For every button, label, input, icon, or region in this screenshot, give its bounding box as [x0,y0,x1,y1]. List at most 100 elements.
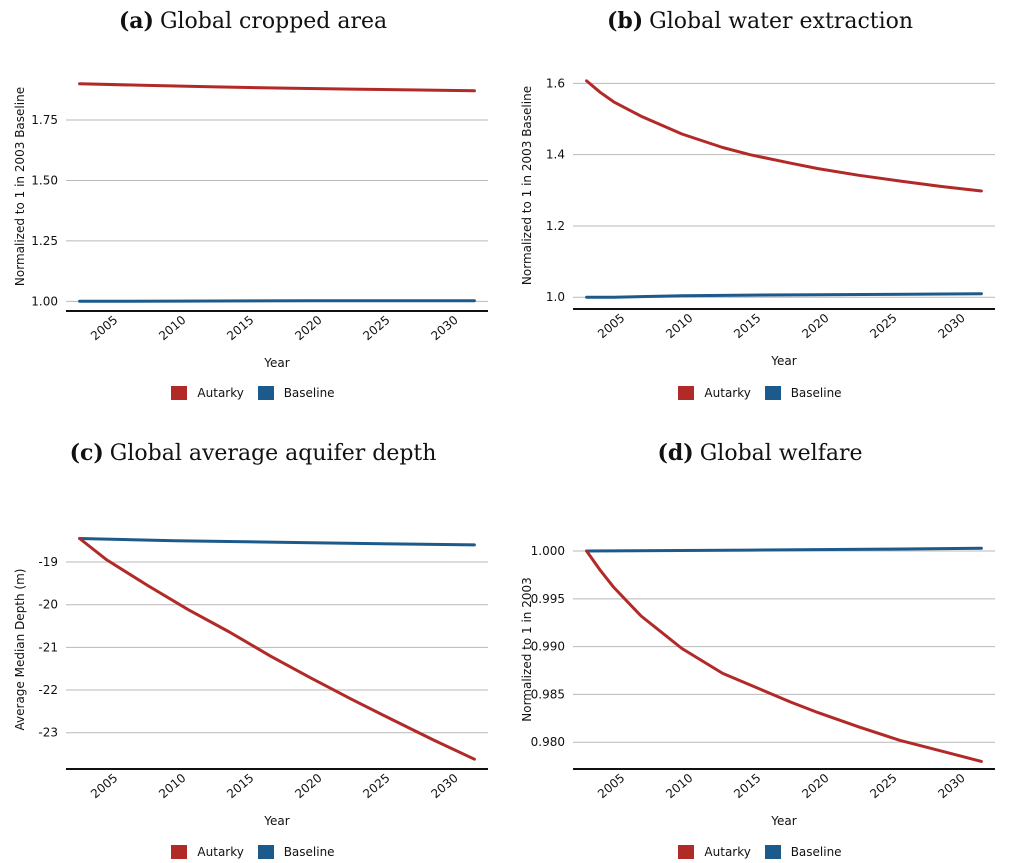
y-tick-label: 1.00 [31,294,58,308]
y-tick-label: 1.6 [546,76,565,90]
y-tick-label: -21 [38,640,58,654]
legend-label-baseline: Baseline [790,386,842,400]
x-tick-label: 2015 [731,771,763,801]
legend-swatch-baseline [764,386,781,400]
series-line-autarky [78,537,476,761]
x-axis-label: Year [770,354,796,368]
panel-label-a: (a) [118,8,154,34]
x-tick-label: 2025 [867,311,899,341]
x-tick-label: 2010 [156,313,188,343]
chart-panel-b: (b) Global water extraction 1.0 1.2 1.4 1.6 2… [507,0,1013,431]
x-tick-label: 2010 [156,771,188,801]
x-tick-label: 2015 [224,771,256,801]
legend-swatch-baseline [764,845,781,859]
legend-swatch-autarky [678,845,695,859]
x-tick-label: 2015 [731,311,763,341]
y-axis-label: Normalized to 1 in 2003 [520,577,534,721]
x-tick-label: 2020 [292,313,324,343]
legend-item-autarky: Autarky [171,845,244,859]
x-tick-label: 2005 [88,771,120,801]
x-tick-label: 2030 [935,771,967,801]
legend-label-autarky: Autarky [704,386,751,400]
y-axis-label: Normalized to 1 in 2003 Baseline [520,86,534,285]
y-tick-label: 1.25 [31,234,58,248]
y-tick-label: 1.4 [546,148,565,162]
legend-swatch-autarky [171,845,188,859]
legend-swatch-baseline [257,386,274,400]
panel-label-d: (d) [657,440,694,466]
y-tick-label: 1.75 [31,113,58,127]
legend-label-autarky: Autarky [197,386,244,400]
x-tick-label: 2025 [360,313,392,343]
y-tick-label: -22 [38,683,58,697]
y-tick-label: 0.980 [531,735,565,749]
plot-c: -19 -20 -21 -22 -23 2005 2010 2015 2020 2025 2030 Y… [13,537,488,828]
panel-title-d: (d) Global welfare [507,440,1013,466]
x-tick-label: 2010 [663,771,695,801]
x-tick-label: 2020 [799,771,831,801]
panel-title-a: (a) Global cropped area [0,8,506,34]
legend-item-baseline: Baseline [257,386,335,400]
x-tick-label: 2025 [867,771,899,801]
x-axis-label: Year [263,814,289,828]
legend-swatch-baseline [257,845,274,859]
legend-label-baseline: Baseline [283,386,335,400]
legend-swatch-autarky [678,386,695,400]
plot-d: 1.000 0.995 0.990 0.985 0.980 2005 2010 2015 202… [520,544,995,828]
series-line-autarky [585,549,983,763]
x-tick-label: 2005 [595,771,627,801]
panel-title-c: (c) Global average aquifer depth [0,440,506,466]
y-tick-label: -19 [38,555,58,569]
x-tick-label: 2020 [292,771,324,801]
series-line-autarky [585,79,983,193]
plot-a: 1.00 1.25 1.50 1.75 2005 2010 2015 2020 2025 2030… [13,82,488,370]
x-tick-label: 2005 [88,313,120,343]
y-tick-label: 1.50 [31,173,58,187]
panel-label-c: (c) [69,440,104,466]
legend-item-baseline: Baseline [257,845,335,859]
panel-title-b: (b) Global water extraction [507,8,1013,34]
chart-panel-a: (a) Global cropped area 1.00 1.25 1.50 1.75 2… [0,0,506,431]
panel-title-text-b: Global water extraction [649,9,914,34]
x-tick-label: 2030 [935,311,967,341]
series-line-baseline [585,292,983,299]
x-tick-label: 2005 [595,311,627,341]
panel-label-b: (b) [606,8,644,34]
y-tick-label: 1.0 [546,290,565,304]
x-axis-label: Year [263,356,289,370]
y-tick-label: 0.985 [531,687,565,701]
y-tick-label: -23 [38,726,58,740]
x-axis-label: Year [770,814,796,828]
x-tick-label: 2030 [428,313,460,343]
y-axis-label: Normalized to 1 in 2003 Baseline [13,87,27,286]
legend-swatch-autarky [171,386,188,400]
legend-c: Autarky Baseline [0,845,506,862]
x-tick-label: 2010 [663,311,695,341]
y-tick-label: 1.2 [546,219,565,233]
legend-item-autarky: Autarky [678,386,751,400]
legend-label-baseline: Baseline [790,845,842,859]
x-tick-label: 2030 [428,771,460,801]
chart-panel-d: (d) Global welfare 1.000 0.995 0.990 0.985 0.… [507,432,1013,863]
series-line-autarky [78,82,476,93]
series-line-baseline [585,546,983,553]
legend-d: Autarky Baseline [507,845,1013,862]
x-tick-label: 2025 [360,771,392,801]
legend-label-autarky: Autarky [197,845,244,859]
plot-b: 1.0 1.2 1.4 1.6 2005 2010 2015 2020 2025 2030 Year… [520,76,995,368]
legend-a: Autarky Baseline [0,386,506,403]
panel-title-text-c: Global average aquifer depth [109,441,437,466]
panel-title-text-a: Global cropped area [159,9,388,34]
legend-item-baseline: Baseline [764,845,842,859]
chart-panel-c: (c) Global average aquifer depth -19 -20 -2… [0,432,506,863]
legend-b: Autarky Baseline [507,386,1013,403]
series-line-baseline [78,299,476,303]
panel-title-text-d: Global welfare [699,441,863,466]
series-line-baseline [78,537,476,547]
x-tick-label: 2015 [224,313,256,343]
x-tick-label: 2020 [799,311,831,341]
y-tick-label: 0.990 [531,640,565,654]
legend-label-baseline: Baseline [283,845,335,859]
y-tick-label: 1.000 [531,544,565,558]
y-tick-label: 0.995 [531,592,565,606]
